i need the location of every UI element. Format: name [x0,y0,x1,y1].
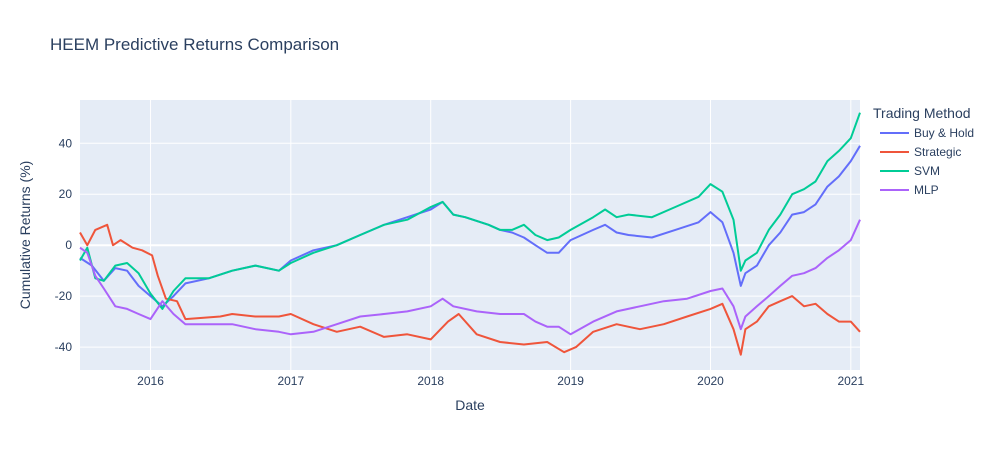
y-tick-label: 20 [59,187,73,201]
series-line-strategic [79,223,861,356]
y-axis-label: Cumulative Returns (%) [17,161,33,310]
legend-item-buy-hold[interactable]: Buy & Hold [880,126,974,140]
x-tick-label: 2020 [697,374,724,388]
legend-items: Buy & Hold Strategic SVM MLP [880,126,974,197]
chart-title: HEEM Predictive Returns Comparison [50,35,339,54]
x-tick-label: 2016 [137,374,164,388]
x-tick-label: 2017 [277,374,304,388]
plot-background [80,100,860,370]
y-tick-label: 40 [59,136,73,150]
legend-item-strategic[interactable]: Strategic [880,145,961,159]
x-axis-label: Date [455,397,485,413]
legend-label: Strategic [914,145,961,159]
grid-lines [80,100,860,370]
x-tick-label: 2018 [417,374,444,388]
y-tick-label: -40 [55,340,73,354]
series-line-svm [79,112,861,310]
y-tick-label: -20 [55,289,73,303]
series-line-buy-hold [79,145,861,308]
series-lines [79,112,861,356]
x-tick-label: 2021 [837,374,864,388]
x-axis-ticks: 2016 2017 2018 2019 2020 2021 [137,374,864,388]
legend-label: Buy & Hold [914,126,974,140]
x-tick-label: 2019 [557,374,584,388]
y-axis-ticks: -40 -20 0 20 40 [55,136,73,354]
legend-label: SVM [914,164,940,178]
y-tick-label: 0 [65,238,72,252]
legend-item-mlp[interactable]: MLP [880,183,939,197]
legend-title: Trading Method [873,105,971,121]
series-line-mlp [79,219,861,336]
legend: Trading Method Buy & Hold Strategic SVM MLP [873,105,974,197]
legend-item-svm[interactable]: SVM [880,164,940,178]
legend-label: MLP [914,183,939,197]
